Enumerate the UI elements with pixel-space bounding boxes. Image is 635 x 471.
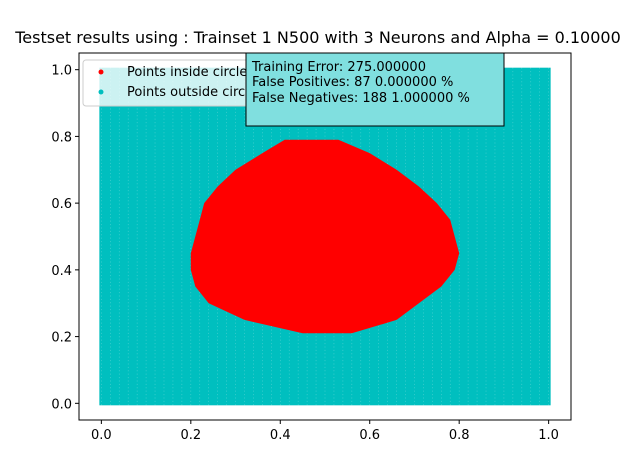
legend-marker-outside (98, 89, 104, 95)
legend: Points inside circle Points outside circ… (82, 59, 267, 107)
y-tick-label: 0.4 (51, 264, 72, 279)
y-tick-label: 0.0 (51, 397, 72, 412)
legend-label-outside: Points outside circle (127, 85, 257, 100)
y-tick-label: 0.6 (51, 197, 72, 212)
x-axis: 0.0 0.2 0.4 0.6 0.8 1.0 (91, 420, 559, 443)
x-tick-label: 0.8 (449, 428, 470, 443)
y-tick-label: 0.8 (51, 130, 72, 145)
x-tick-label: 0.2 (180, 428, 201, 443)
inside-points-region (190, 139, 460, 334)
chart-title: Testset results using : Trainset 1 N500 … (14, 28, 621, 47)
annotation-background (245, 52, 505, 127)
legend-marker-inside (98, 69, 104, 75)
legend-label-inside: Points inside circle (127, 65, 247, 80)
x-tick-label: 1.0 (538, 428, 559, 443)
error-annotation-box: Training Error: 275.000000 False Positiv… (245, 52, 505, 127)
y-tick-label: 0.2 (51, 331, 72, 346)
false-negatives-text: False Negatives: 188 1.000000 % (252, 91, 470, 106)
false-positives-text: False Positives: 87 0.000000 % (252, 75, 453, 90)
x-tick-label: 0.4 (270, 428, 291, 443)
training-error-text: Training Error: 275.000000 (251, 60, 426, 75)
x-tick-label: 0.0 (91, 428, 112, 443)
y-tick-label: 1.0 (51, 64, 72, 79)
y-axis: 0.0 0.2 0.4 0.6 0.8 1.0 (51, 64, 79, 412)
x-tick-label: 0.6 (359, 428, 380, 443)
